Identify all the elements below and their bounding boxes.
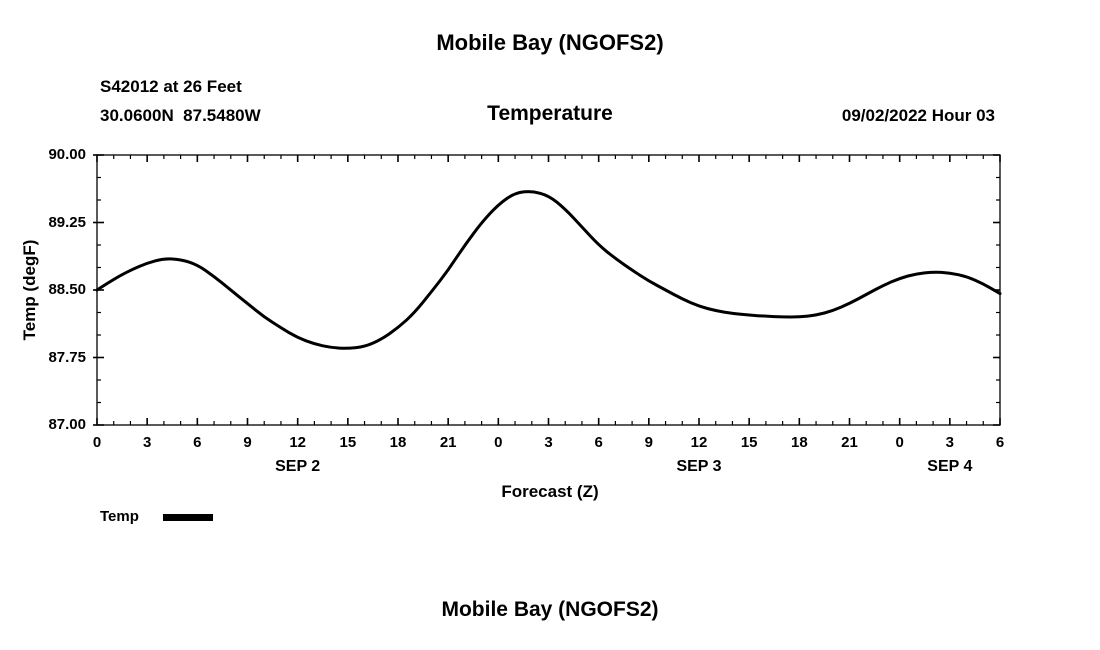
x-axis-label: Forecast (Z) [501,482,599,501]
x-tick-label: 6 [995,434,1005,451]
second-chart-title: Mobile Bay (NGOFS2) [441,598,659,621]
x-tick-label: 21 [841,434,858,451]
x-tick-label: 12 [289,434,306,451]
x-tick-label: 3 [544,434,553,451]
station-id: S42012 at 26 Feet [100,77,242,96]
x-tick-label: 6 [193,434,202,451]
y-tick-label: 88.50 [48,281,86,298]
x-tick-label: 6 [594,434,603,451]
chart-subtitle: Temperature [487,102,613,125]
x-date-label: SEP 2 [275,458,321,475]
x-tick-label: 12 [690,434,708,451]
y-tick-label: 87.00 [48,416,86,433]
x-tick-label: 9 [644,434,653,451]
x-tick-label: 0 [494,434,503,451]
x-tick-label: 9 [243,434,252,451]
x-date-label: SEP 4 [927,458,973,475]
legend-line-swatch [163,514,213,521]
x-tick-label: 15 [740,434,758,451]
x-tick-label: 18 [790,434,808,451]
x-tick-label: 15 [339,434,357,451]
datetime-label: 09/02/2022 Hour 03 [841,106,995,125]
x-tick-label: 0 [92,434,102,451]
x-date-label: SEP 3 [676,458,722,475]
x-tick-label: 18 [389,434,407,451]
page-title: Mobile Bay (NGOFS2) [436,30,664,55]
station-coordinates: 30.0600N 87.5480W [100,106,261,125]
x-tick-label: 3 [945,434,954,451]
y-tick-label: 87.75 [48,348,86,366]
legend-label: Temp [100,508,139,525]
x-tick-label: 21 [439,434,457,451]
x-tick-label: 3 [142,434,152,451]
y-tick-label: 90.00 [48,146,86,163]
y-tick-label: 89.25 [48,213,86,231]
x-tick-label: 0 [895,434,904,451]
